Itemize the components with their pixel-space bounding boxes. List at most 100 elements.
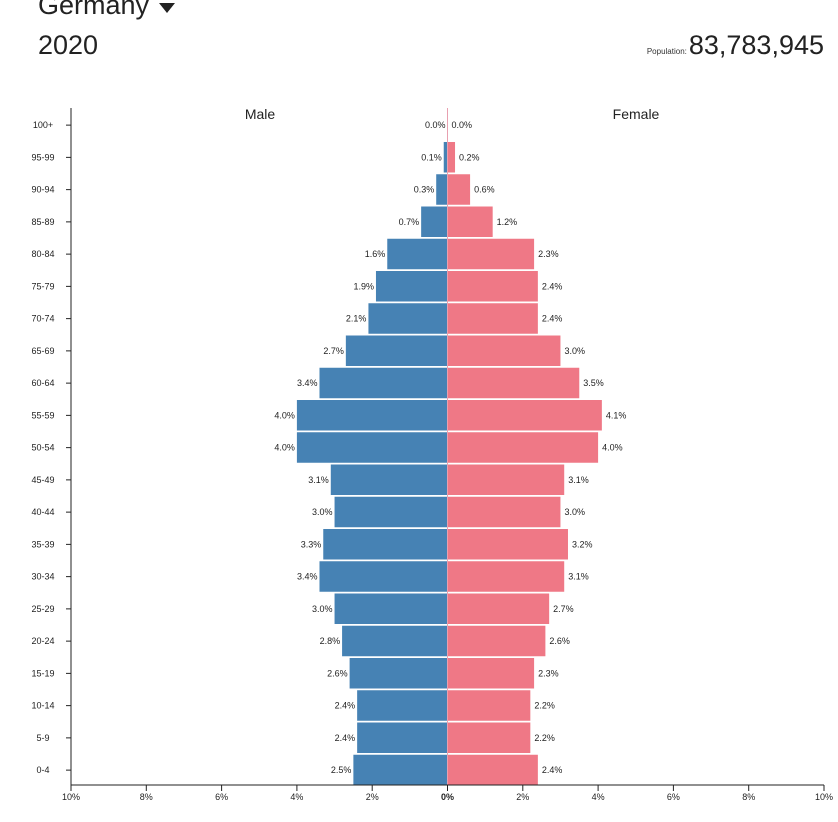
male-bar (349, 658, 448, 689)
male-data-label: 3.4% (297, 378, 318, 388)
male-data-label: 2.8% (320, 636, 341, 646)
x-tick-label: 6% (215, 792, 228, 802)
y-tick-label: 65-69 (31, 346, 54, 356)
y-tick-label: 45-49 (31, 475, 54, 485)
male-data-label: 1.9% (353, 281, 374, 291)
male-data-label: 0.3% (414, 185, 435, 195)
y-tick-label: 60-64 (31, 378, 54, 388)
male-data-label: 2.6% (327, 668, 348, 678)
y-tick-label: 95-99 (31, 152, 54, 162)
male-bar (368, 303, 448, 334)
male-data-label: 3.3% (301, 539, 322, 549)
male-data-label: 0.0% (425, 120, 446, 130)
y-tick-label: 20-24 (31, 636, 54, 646)
x-tick-label: 10% (815, 792, 833, 802)
x-tick-label: 8% (742, 792, 755, 802)
y-tick-label: 70-74 (31, 314, 54, 324)
population-readout: Population: 83,783,945 (647, 30, 824, 61)
male-bar (319, 367, 448, 399)
male-bar (353, 754, 448, 786)
male-bar (330, 464, 448, 495)
country-name: Germany (38, 0, 150, 20)
male-data-label: 0.1% (421, 152, 442, 162)
female-bar (447, 690, 531, 721)
female-bar (447, 625, 546, 657)
female-data-label: 3.1% (568, 572, 589, 582)
male-bar (357, 690, 448, 721)
y-tick-label: 80-84 (31, 249, 54, 259)
female-bar (447, 754, 538, 786)
female-data-label: 2.3% (538, 668, 559, 678)
male-data-label: 3.0% (312, 507, 333, 517)
female-data-label: 2.7% (553, 604, 574, 614)
male-data-label: 3.0% (312, 604, 333, 614)
y-tick-label: 35-39 (31, 539, 54, 549)
y-tick-label: 25-29 (31, 604, 54, 614)
y-tick-label: 10-14 (31, 701, 54, 711)
female-bar (447, 142, 456, 173)
y-tick-label: 0-4 (36, 765, 49, 775)
male-bar (342, 625, 448, 657)
male-data-label: 3.4% (297, 572, 318, 582)
male-bar (296, 400, 448, 431)
y-tick-label: 90-94 (31, 185, 54, 195)
female-bar (447, 400, 602, 431)
male-data-label: 1.6% (365, 249, 386, 259)
country-selector[interactable]: Germany (38, 0, 176, 21)
female-bar (447, 206, 493, 237)
female-bar (447, 529, 568, 560)
female-bar (447, 238, 535, 270)
female-data-label: 2.4% (542, 765, 563, 775)
male-bar (421, 206, 448, 237)
female-bar (447, 432, 599, 463)
year-label: 2020 (38, 30, 99, 60)
legend-female: Female (613, 106, 660, 122)
caret-down-icon (159, 2, 176, 13)
female-bar (447, 496, 561, 528)
male-bar (345, 335, 448, 366)
male-data-label: 2.4% (335, 733, 356, 743)
female-data-label: 3.2% (572, 539, 593, 549)
y-tick-label: 40-44 (31, 507, 54, 517)
x-tick-label: 2% (366, 792, 379, 802)
male-bar (387, 238, 448, 270)
female-bar (447, 335, 561, 366)
y-tick-label: 55-59 (31, 410, 54, 420)
female-bar (447, 593, 550, 624)
female-data-label: 2.4% (542, 314, 563, 324)
female-data-label: 3.5% (583, 378, 604, 388)
male-data-label: 2.5% (331, 765, 352, 775)
female-bar (447, 174, 471, 205)
y-tick-label: 100+ (33, 120, 53, 130)
x-tick-label: 0% (441, 792, 454, 802)
x-tick-label: 8% (140, 792, 153, 802)
population-label: Population: (646, 47, 687, 56)
female-bar (447, 464, 565, 495)
female-data-label: 2.6% (549, 636, 570, 646)
male-data-label: 4.0% (274, 410, 295, 420)
female-data-label: 3.0% (564, 346, 585, 356)
x-tick-label: 6% (667, 792, 680, 802)
female-data-label: 0.0% (452, 120, 473, 130)
y-tick-label: 85-89 (31, 217, 54, 227)
male-bar (443, 142, 448, 173)
female-data-label: 1.2% (497, 217, 518, 227)
x-tick-label: 4% (592, 792, 605, 802)
male-bar (334, 496, 448, 528)
y-tick-label: 5-9 (36, 733, 49, 743)
female-data-label: 0.6% (474, 185, 495, 195)
y-tick-label: 15-19 (31, 668, 54, 678)
female-data-label: 2.2% (534, 701, 555, 711)
legend-male: Male (245, 106, 276, 122)
x-tick-label: 4% (290, 792, 303, 802)
male-data-label: 2.1% (346, 314, 367, 324)
female-data-label: 0.2% (459, 152, 480, 162)
male-bar (296, 432, 448, 463)
male-bar (375, 271, 448, 302)
male-bar (357, 722, 448, 753)
x-tick-label: 10% (62, 792, 80, 802)
male-data-label: 0.7% (399, 217, 420, 227)
female-data-label: 2.3% (538, 249, 559, 259)
male-data-label: 3.1% (308, 475, 329, 485)
